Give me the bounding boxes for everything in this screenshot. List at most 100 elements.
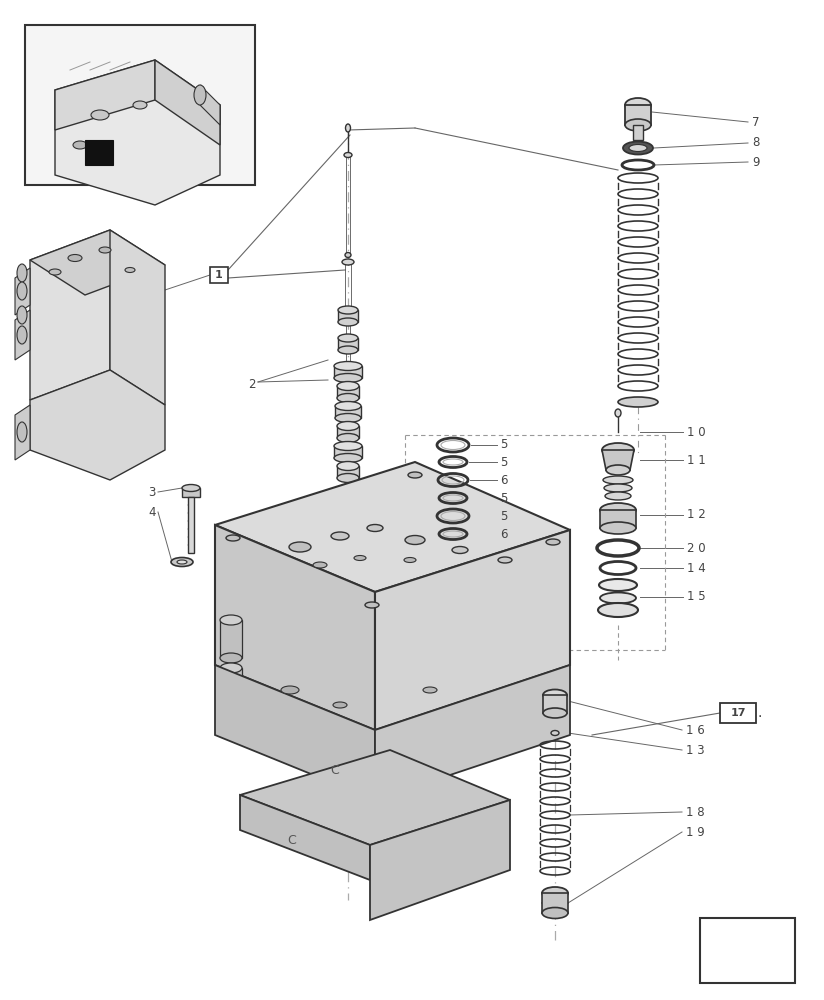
Text: 1 1: 1 1 [687, 454, 705, 466]
Ellipse shape [220, 615, 242, 625]
Polygon shape [55, 60, 220, 205]
Polygon shape [375, 665, 570, 800]
Polygon shape [542, 893, 568, 913]
Polygon shape [543, 695, 567, 713]
Polygon shape [712, 932, 778, 975]
Polygon shape [335, 406, 361, 418]
Ellipse shape [615, 409, 621, 417]
Text: C: C [288, 834, 297, 846]
Ellipse shape [543, 690, 567, 700]
Polygon shape [15, 268, 30, 315]
Ellipse shape [133, 101, 147, 109]
Text: C: C [330, 764, 339, 776]
Polygon shape [30, 230, 165, 295]
Ellipse shape [599, 579, 637, 591]
Text: 5: 5 [500, 491, 508, 504]
Ellipse shape [99, 247, 111, 253]
Ellipse shape [598, 603, 638, 617]
Ellipse shape [17, 264, 27, 282]
Ellipse shape [91, 110, 109, 120]
Ellipse shape [17, 306, 27, 324]
Polygon shape [633, 125, 643, 140]
Ellipse shape [404, 558, 416, 562]
Text: 1 5: 1 5 [687, 590, 705, 603]
Ellipse shape [625, 98, 651, 112]
Ellipse shape [342, 259, 354, 265]
Polygon shape [602, 450, 634, 470]
Text: 1: 1 [215, 270, 222, 280]
Text: 7: 7 [752, 115, 760, 128]
Text: 5: 5 [500, 438, 508, 452]
Polygon shape [240, 795, 370, 880]
Ellipse shape [335, 414, 361, 422]
Ellipse shape [452, 546, 468, 554]
Ellipse shape [543, 708, 567, 718]
Ellipse shape [345, 124, 350, 132]
Polygon shape [55, 60, 155, 130]
Polygon shape [155, 60, 220, 145]
Ellipse shape [551, 730, 559, 736]
Ellipse shape [338, 334, 358, 342]
Ellipse shape [49, 269, 61, 275]
Text: 6: 6 [500, 528, 508, 540]
Text: 1 2: 1 2 [687, 508, 705, 522]
Ellipse shape [73, 141, 87, 149]
Text: 4: 4 [148, 506, 156, 518]
Polygon shape [338, 310, 358, 322]
Ellipse shape [604, 484, 632, 492]
Text: 6: 6 [500, 474, 508, 487]
Text: 2: 2 [248, 378, 255, 391]
Text: 17: 17 [730, 708, 746, 718]
Polygon shape [370, 800, 510, 920]
Ellipse shape [546, 539, 560, 545]
Ellipse shape [17, 326, 27, 344]
Polygon shape [337, 386, 359, 398]
Text: 8: 8 [752, 136, 760, 149]
Text: 1 8: 1 8 [686, 806, 705, 818]
Ellipse shape [337, 462, 359, 471]
Ellipse shape [194, 85, 206, 105]
Polygon shape [220, 620, 242, 658]
Ellipse shape [182, 485, 200, 491]
Polygon shape [625, 105, 651, 125]
Ellipse shape [68, 254, 82, 261]
Ellipse shape [600, 503, 636, 517]
Ellipse shape [289, 542, 311, 552]
Ellipse shape [367, 524, 383, 532]
Ellipse shape [344, 152, 352, 157]
Ellipse shape [331, 532, 349, 540]
Ellipse shape [629, 144, 647, 151]
Polygon shape [215, 665, 375, 800]
Ellipse shape [408, 472, 422, 478]
Ellipse shape [171, 558, 193, 566]
Polygon shape [337, 466, 359, 478]
Ellipse shape [338, 318, 358, 326]
Ellipse shape [281, 686, 299, 694]
Ellipse shape [625, 119, 651, 131]
Polygon shape [215, 462, 570, 592]
Polygon shape [220, 668, 242, 706]
Ellipse shape [600, 522, 636, 534]
Text: 9: 9 [752, 155, 760, 168]
Ellipse shape [177, 560, 187, 564]
Polygon shape [110, 230, 165, 405]
Ellipse shape [335, 401, 361, 410]
Ellipse shape [345, 252, 351, 257]
Ellipse shape [498, 557, 512, 563]
Ellipse shape [333, 702, 347, 708]
Ellipse shape [338, 346, 358, 354]
Bar [210, 267, 228, 283]
Bar [700, 918, 795, 983]
Polygon shape [215, 525, 375, 730]
Ellipse shape [334, 361, 362, 370]
Ellipse shape [405, 536, 425, 544]
Ellipse shape [354, 556, 366, 560]
Ellipse shape [220, 663, 242, 673]
Polygon shape [240, 750, 510, 845]
Ellipse shape [423, 687, 437, 693]
Ellipse shape [602, 443, 634, 457]
Polygon shape [337, 426, 359, 438]
Ellipse shape [606, 465, 630, 475]
Text: 5: 5 [500, 456, 508, 468]
Text: .: . [758, 706, 762, 720]
